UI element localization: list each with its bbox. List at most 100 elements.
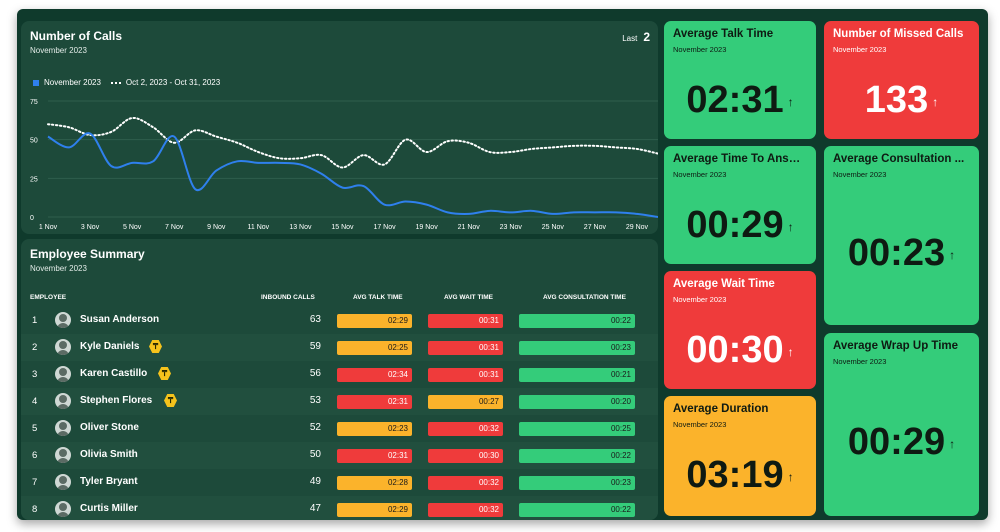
avg-talk-time-pill: 02:29 — [337, 314, 412, 328]
award-badge-icon: ₸ — [158, 367, 171, 380]
avg-talk-time-pill: 02:23 — [337, 422, 412, 436]
card-average-wait-time[interactable]: Average Wait Time November 2023 00:30 ↑ — [664, 271, 816, 389]
legend-previous-label: Oct 2, 2023 - Oct 31, 2023 — [125, 78, 221, 87]
arrow-up-icon: ↑ — [787, 94, 794, 109]
table-row[interactable]: 6 Olivia Smith 50 02:31 00:30 00:22 — [21, 442, 658, 469]
last-period-selector[interactable]: Last 2 — [622, 30, 650, 44]
avg-talk-time-pill: 02:31 — [337, 449, 412, 463]
award-badge-icon: ₸ — [164, 394, 177, 407]
table-row[interactable]: 2 Kyle Daniels ₸ 59 02:25 00:31 00:23 — [21, 334, 658, 361]
dashboard-frame: Number of Calls November 2023 Last 2 Nove… — [17, 9, 988, 520]
card-average-time-to-answer[interactable]: Average Time To Answer November 2023 00:… — [664, 146, 816, 264]
x-tick-label: 29 Nov — [626, 224, 649, 231]
inbound-calls-value: 50 — [309, 449, 321, 460]
table-row[interactable]: 3 Karen Castillo ₸ 56 02:34 00:31 00:21 — [21, 361, 658, 388]
x-tick-label: 27 Nov — [584, 224, 607, 231]
avg-talk-time-pill: 02:28 — [337, 476, 412, 490]
employee-name[interactable]: Stephen Flores — [80, 395, 153, 406]
col-avg-wait-time: AVG WAIT TIME — [444, 294, 493, 301]
inbound-calls-value: 53 — [309, 395, 321, 406]
card-subtitle: November 2023 — [833, 45, 887, 54]
y-tick-label: 25 — [30, 176, 38, 183]
card-value-text: 133 — [864, 79, 929, 121]
row-number: 4 — [32, 396, 38, 407]
avg-wait-time-pill: 00:31 — [428, 368, 503, 382]
inbound-calls-value: 56 — [309, 368, 321, 379]
row-number: 7 — [32, 477, 38, 488]
card-value: 03:19 ↑ — [664, 454, 816, 497]
card-average-duration[interactable]: Average Duration November 2023 03:19 ↑ — [664, 396, 816, 516]
table-row[interactable]: 4 Stephen Flores ₸ 53 02:31 00:27 00:20 — [21, 388, 658, 415]
last-label: Last — [622, 34, 638, 43]
calls-line-chart: 75 50 25 0 1 Nov 3 Nov 5 Nov 7 Nov 9 Nov 11 Nov 13… — [30, 99, 658, 231]
employee-name[interactable]: Curtis Miller — [80, 503, 138, 514]
employee-name[interactable]: Susan Anderson — [80, 314, 160, 325]
avatar — [55, 474, 71, 490]
table-row[interactable]: 5 Oliver Stone 52 02:23 00:32 00:25 — [21, 415, 658, 442]
legend-current-label: November 2023 — [44, 78, 101, 87]
avatar — [55, 420, 71, 436]
table-row[interactable]: 1 Susan Anderson 63 02:29 00:31 00:22 — [21, 307, 658, 334]
card-title: Average Wait Time — [673, 278, 775, 290]
x-tick-label: 11 Nov — [248, 224, 270, 231]
arrow-up-icon: ↑ — [787, 219, 794, 234]
card-title: Average Consultation ... — [833, 153, 965, 165]
avg-consultation-time-pill: 00:25 — [519, 422, 635, 436]
card-average-wrap-up-time[interactable]: Average Wrap Up Time November 2023 00:29… — [824, 333, 979, 516]
x-tick-label: 13 Nov — [289, 224, 312, 231]
y-tick-label: 50 — [30, 138, 38, 145]
employee-summary-subtitle: November 2023 — [30, 264, 87, 273]
card-subtitle: November 2023 — [673, 45, 727, 54]
series-line-november-2023 — [47, 132, 658, 218]
card-average-consultation-time[interactable]: Average Consultation ... November 2023 0… — [824, 146, 979, 325]
x-tick-label: 7 Nov — [165, 224, 184, 231]
arrow-up-icon: ↑ — [787, 469, 794, 484]
avatar — [55, 339, 71, 355]
employee-name[interactable]: Kyle Daniels — [80, 341, 140, 352]
avatar — [55, 393, 71, 409]
avg-consultation-time-pill: 00:23 — [519, 341, 635, 355]
number-of-calls-panel: Number of Calls November 2023 Last 2 Nove… — [21, 21, 658, 234]
table-row[interactable]: 8 Curtis Miller 47 02:29 00:32 00:22 — [21, 496, 658, 520]
avg-wait-time-pill: 00:32 — [428, 503, 503, 517]
card-subtitle: November 2023 — [833, 170, 887, 179]
card-average-talk-time[interactable]: Average Talk Time November 2023 02:31 ↑ — [664, 21, 816, 139]
card-title: Average Wrap Up Time — [833, 340, 959, 352]
avg-consultation-time-pill: 00:21 — [519, 368, 635, 382]
employee-name[interactable]: Karen Castillo — [80, 368, 148, 379]
employee-name[interactable]: Oliver Stone — [80, 422, 139, 433]
col-avg-consultation-time: AVG CONSULTATION TIME — [543, 294, 626, 301]
card-number-of-missed-calls[interactable]: Number of Missed Calls November 2023 133… — [824, 21, 979, 139]
avatar — [55, 501, 71, 517]
avg-wait-time-pill: 00:31 — [428, 341, 503, 355]
y-tick-label: 75 — [30, 99, 38, 106]
arrow-up-icon: ↑ — [787, 344, 794, 359]
avg-wait-time-pill: 00:30 — [428, 449, 503, 463]
row-number: 3 — [32, 369, 38, 380]
card-value-text: 00:30 — [686, 329, 784, 371]
employee-name[interactable]: Tyler Bryant — [80, 476, 138, 487]
avg-consultation-time-pill: 00:22 — [519, 503, 635, 517]
last-value: 2 — [643, 30, 650, 44]
award-badge-icon: ₸ — [149, 340, 162, 353]
x-tick-label: 5 Nov — [123, 224, 142, 231]
row-number: 1 — [32, 315, 38, 326]
employee-name[interactable]: Olivia Smith — [80, 449, 138, 460]
avg-consultation-time-pill: 00:22 — [519, 314, 635, 328]
avatar — [55, 312, 71, 328]
card-value: 00:23 ↑ — [824, 232, 979, 275]
table-row[interactable]: 7 Tyler Bryant 49 02:28 00:32 00:23 — [21, 469, 658, 496]
legend-previous-swatch — [110, 81, 121, 84]
avg-talk-time-pill: 02:29 — [337, 503, 412, 517]
x-tick-label: 3 Nov — [81, 224, 100, 231]
avg-wait-time-pill: 00:31 — [428, 314, 503, 328]
avg-wait-time-pill: 00:32 — [428, 476, 503, 490]
card-value: 00:29 ↑ — [824, 421, 979, 464]
card-value-text: 00:29 — [686, 204, 784, 246]
avg-talk-time-pill: 02:34 — [337, 368, 412, 382]
avatar — [55, 366, 71, 382]
avg-consultation-time-pill: 00:22 — [519, 449, 635, 463]
card-subtitle: November 2023 — [673, 170, 727, 179]
row-number: 8 — [32, 504, 38, 515]
x-tick-label: 21 Nov — [458, 224, 481, 231]
